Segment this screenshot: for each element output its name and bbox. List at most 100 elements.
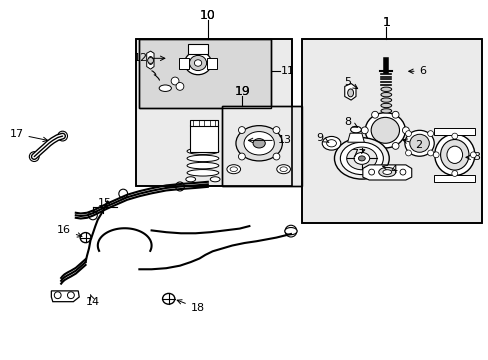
- Bar: [189, 125, 218, 152]
- Circle shape: [238, 127, 245, 134]
- Circle shape: [399, 169, 405, 175]
- Ellipse shape: [380, 98, 391, 102]
- Ellipse shape: [175, 182, 184, 191]
- Circle shape: [371, 111, 378, 118]
- Circle shape: [58, 131, 67, 141]
- Ellipse shape: [370, 117, 399, 143]
- Bar: [433, 128, 474, 135]
- Ellipse shape: [253, 139, 265, 148]
- Ellipse shape: [404, 130, 433, 156]
- Bar: [139, 39, 271, 108]
- Text: 10: 10: [200, 9, 215, 22]
- Ellipse shape: [279, 167, 287, 171]
- Ellipse shape: [378, 167, 395, 177]
- Bar: [139, 39, 271, 108]
- Ellipse shape: [80, 233, 91, 243]
- Ellipse shape: [353, 153, 369, 164]
- Ellipse shape: [226, 165, 240, 174]
- Ellipse shape: [380, 87, 391, 91]
- Circle shape: [272, 127, 279, 134]
- Ellipse shape: [284, 228, 297, 235]
- Ellipse shape: [244, 132, 274, 155]
- Circle shape: [427, 131, 433, 136]
- Bar: [433, 175, 474, 182]
- Ellipse shape: [186, 162, 219, 169]
- Text: 18: 18: [177, 300, 204, 313]
- Circle shape: [451, 133, 457, 139]
- Text: 3: 3: [465, 152, 479, 162]
- Circle shape: [427, 150, 433, 156]
- Text: 4: 4: [382, 165, 397, 175]
- Ellipse shape: [382, 170, 391, 174]
- Circle shape: [361, 127, 367, 134]
- Text: 7: 7: [350, 149, 364, 159]
- Circle shape: [402, 127, 408, 134]
- Ellipse shape: [334, 138, 388, 179]
- Ellipse shape: [358, 156, 365, 161]
- Ellipse shape: [186, 155, 219, 162]
- Bar: [136, 39, 292, 186]
- Circle shape: [469, 152, 475, 158]
- Bar: [302, 39, 481, 223]
- Polygon shape: [51, 291, 79, 302]
- Ellipse shape: [276, 165, 290, 174]
- Circle shape: [405, 131, 410, 136]
- Ellipse shape: [184, 51, 211, 75]
- Ellipse shape: [380, 109, 391, 113]
- Polygon shape: [146, 51, 154, 69]
- Polygon shape: [362, 165, 411, 180]
- Ellipse shape: [434, 134, 474, 175]
- Circle shape: [171, 77, 179, 85]
- Bar: [221, 106, 302, 186]
- Text: 16: 16: [57, 225, 82, 237]
- Ellipse shape: [186, 148, 219, 154]
- Text: 5: 5: [344, 77, 357, 89]
- Ellipse shape: [347, 89, 353, 97]
- Ellipse shape: [322, 136, 340, 150]
- Circle shape: [371, 143, 378, 149]
- Circle shape: [391, 143, 398, 149]
- Ellipse shape: [162, 293, 175, 304]
- Circle shape: [67, 292, 74, 299]
- Ellipse shape: [340, 142, 383, 175]
- Ellipse shape: [194, 60, 202, 66]
- Text: 12: 12: [133, 53, 164, 63]
- Text: 10: 10: [200, 9, 215, 22]
- Circle shape: [405, 150, 410, 156]
- Ellipse shape: [88, 211, 97, 220]
- Bar: [179, 58, 189, 69]
- Bar: [189, 120, 218, 126]
- Circle shape: [391, 111, 398, 118]
- Text: 11: 11: [281, 66, 295, 76]
- Ellipse shape: [440, 139, 468, 170]
- Ellipse shape: [365, 113, 405, 148]
- Bar: [136, 39, 292, 186]
- Text: 6: 6: [408, 66, 426, 76]
- Text: 19: 19: [234, 85, 249, 98]
- Ellipse shape: [159, 85, 171, 91]
- Text: 8: 8: [343, 117, 357, 127]
- Text: 9: 9: [316, 132, 328, 143]
- Ellipse shape: [148, 57, 153, 64]
- Text: 17: 17: [9, 129, 47, 141]
- Circle shape: [147, 58, 153, 63]
- Circle shape: [432, 152, 438, 158]
- Circle shape: [238, 153, 245, 160]
- Text: 1: 1: [382, 16, 389, 29]
- Ellipse shape: [380, 103, 391, 108]
- Text: 1: 1: [382, 16, 389, 29]
- Circle shape: [368, 169, 374, 175]
- Ellipse shape: [119, 189, 127, 198]
- Ellipse shape: [446, 146, 462, 163]
- Ellipse shape: [346, 147, 376, 170]
- Bar: [302, 39, 481, 223]
- Circle shape: [285, 225, 296, 237]
- Bar: [221, 106, 302, 186]
- Ellipse shape: [236, 126, 282, 161]
- Polygon shape: [344, 84, 355, 100]
- Bar: [188, 44, 207, 54]
- Ellipse shape: [186, 170, 219, 176]
- Circle shape: [451, 171, 457, 176]
- Text: 19: 19: [234, 85, 249, 98]
- Ellipse shape: [409, 134, 428, 152]
